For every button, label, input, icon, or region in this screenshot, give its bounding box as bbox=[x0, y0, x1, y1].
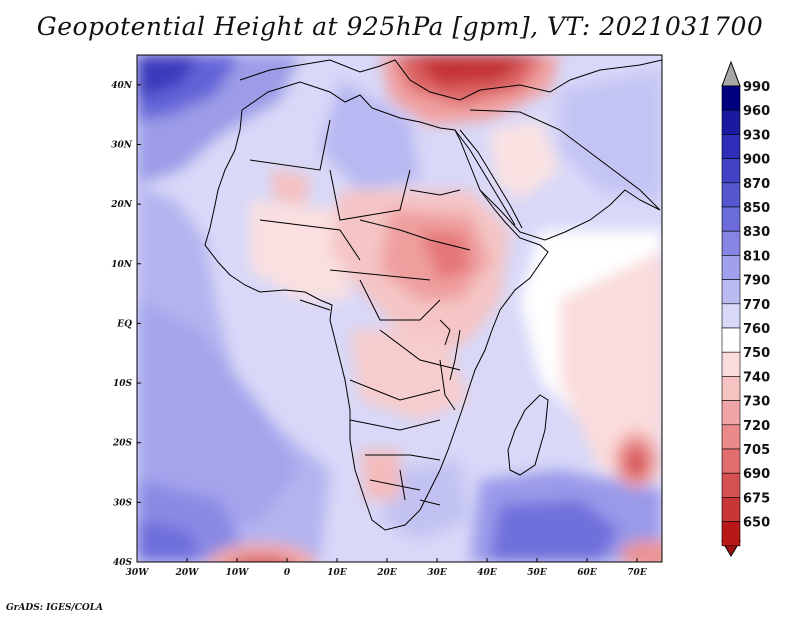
latitude-axis: 40N 30N 20N 10N EQ 10S 20S 30S 40S bbox=[110, 81, 141, 568]
lon-tick-label: 20E bbox=[376, 568, 397, 578]
borders-north bbox=[249, 119, 471, 261]
lon-tick-label: 30W bbox=[126, 568, 150, 578]
colorbar-swatch bbox=[721, 85, 741, 111]
lon-tick-label: 40E bbox=[477, 568, 497, 578]
red-sea bbox=[454, 129, 523, 229]
colorbar-label: 760 bbox=[743, 322, 770, 337]
great-lakes bbox=[439, 319, 461, 411]
lon-tick-label: 30E bbox=[427, 568, 447, 578]
colorbar-label: 730 bbox=[743, 395, 770, 410]
colorbar-label: 900 bbox=[743, 153, 770, 168]
lon-tick-label: 60E bbox=[577, 568, 597, 578]
arabia bbox=[469, 109, 661, 241]
colorbar-swatch bbox=[721, 303, 741, 329]
colorbar-label: 705 bbox=[743, 443, 770, 458]
colorbar-label: 650 bbox=[743, 516, 770, 531]
europe bbox=[239, 59, 662, 101]
colorbar-swatch bbox=[721, 376, 741, 401]
colorbar-swatch bbox=[721, 109, 741, 135]
lat-tick-label: 20S bbox=[112, 439, 133, 449]
colorbar-label: 850 bbox=[743, 201, 770, 216]
borders-south bbox=[349, 419, 441, 506]
colorbar-swatch bbox=[721, 327, 741, 353]
colorbar-label: 690 bbox=[743, 467, 770, 482]
colorbar-swatch bbox=[721, 497, 741, 522]
colorbar-swatch bbox=[721, 448, 741, 474]
lat-tick-label: 30N bbox=[111, 140, 133, 150]
colorbar-swatch bbox=[721, 206, 741, 232]
colorbar-swatch bbox=[721, 230, 741, 256]
lon-tick-label: 70E bbox=[627, 568, 647, 578]
lat-tick-label: EQ bbox=[116, 319, 132, 329]
colorbar-swatch bbox=[721, 158, 741, 184]
madagascar bbox=[507, 394, 549, 476]
colorbar-swatch bbox=[721, 182, 741, 208]
lat-tick-label: 40N bbox=[111, 81, 133, 91]
colorbar-label: 770 bbox=[743, 298, 770, 313]
colorbar-label: 810 bbox=[743, 249, 770, 264]
coastlines bbox=[204, 59, 662, 531]
lon-tick-label: 10W bbox=[226, 568, 250, 578]
colorbar-swatch bbox=[721, 400, 741, 426]
colorbar-swatch bbox=[721, 134, 741, 159]
colorbar-top-arrow bbox=[721, 60, 741, 87]
colorbar-swatch bbox=[721, 472, 741, 498]
lat-tick-label: 10N bbox=[111, 260, 133, 270]
colorbar-label: 930 bbox=[743, 128, 770, 143]
map-title: Geopotential Height at 925hPa [gpm], VT:… bbox=[36, 12, 764, 41]
height-field bbox=[137, 55, 662, 562]
colorbar-swatch bbox=[721, 424, 741, 450]
colorbar-swatch bbox=[721, 521, 741, 547]
africa-coastline bbox=[204, 81, 549, 531]
lat-tick-label: 30S bbox=[113, 498, 133, 508]
colorbar-swatch bbox=[721, 351, 741, 377]
lon-tick-label: 50E bbox=[527, 568, 547, 578]
colorbar-swatch bbox=[721, 255, 741, 280]
colorbar-label: 750 bbox=[743, 346, 770, 361]
colorbar: 990 960 930 900 870 850 830 810 790 770 760 750 740 7… bbox=[721, 60, 770, 557]
lon-tick-label: 10E bbox=[327, 568, 347, 578]
lat-tick-label: 20N bbox=[110, 200, 133, 210]
longitude-axis: 30W 20W 10W 0 10E 20E 30E 40E 50E 60E 70E bbox=[126, 558, 647, 578]
lon-tick-label: 0 bbox=[284, 568, 291, 578]
colorbar-label: 740 bbox=[743, 370, 770, 385]
colorbar-label: 960 bbox=[743, 104, 770, 119]
colorbar-label: 720 bbox=[743, 419, 770, 434]
colorbar-swatch bbox=[721, 279, 741, 305]
colorbar-label: 830 bbox=[743, 225, 770, 240]
lat-tick-label: 40S bbox=[113, 558, 133, 568]
colorbar-label: 870 bbox=[743, 177, 770, 192]
map-frame bbox=[136, 54, 663, 563]
colorbar-label: 675 bbox=[743, 491, 770, 506]
lat-tick-label: 10S bbox=[113, 379, 133, 389]
borders-central bbox=[299, 269, 461, 401]
lon-tick-label: 20W bbox=[175, 568, 200, 578]
colorbar-label: 990 bbox=[743, 80, 770, 95]
grads-credit: GrADS: IGES/COLA bbox=[6, 603, 104, 613]
colorbar-label: 790 bbox=[743, 274, 770, 289]
